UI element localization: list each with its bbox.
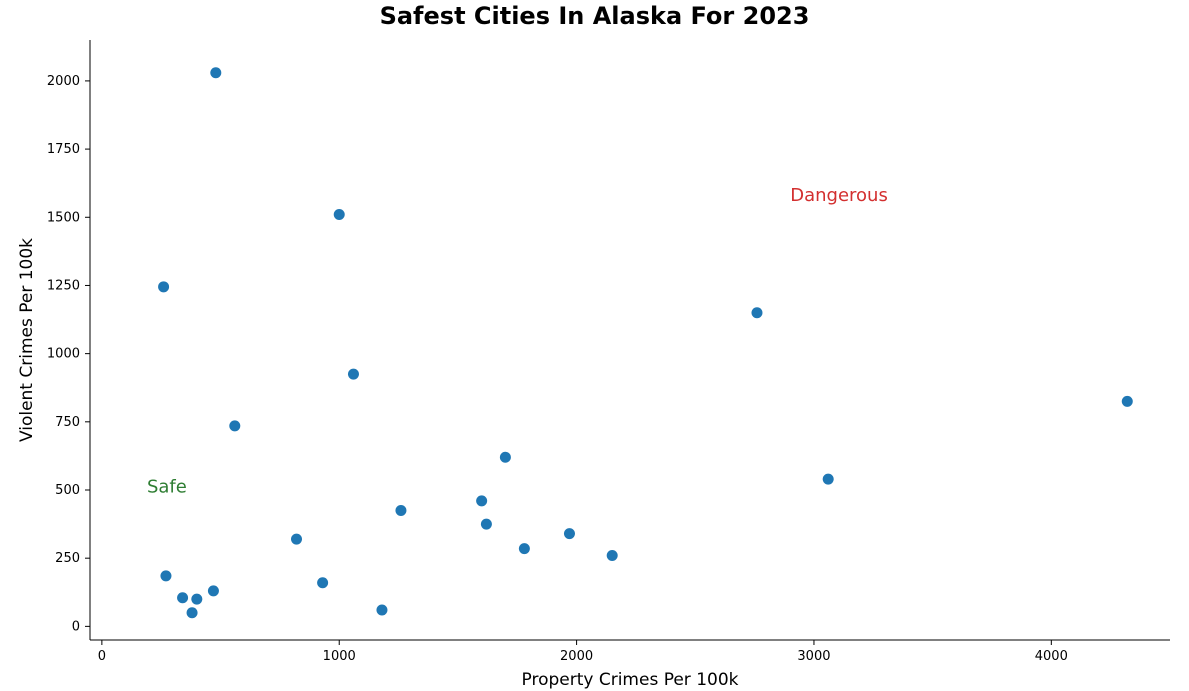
y-tick-label: 0 xyxy=(72,619,80,634)
y-tick-label: 750 xyxy=(55,415,80,430)
data-point xyxy=(191,594,202,605)
y-tick-label: 1750 xyxy=(47,142,80,157)
data-point xyxy=(376,605,387,616)
data-point xyxy=(160,570,171,581)
x-tick-label: 4000 xyxy=(1035,649,1068,664)
x-tick-label: 1000 xyxy=(323,649,356,664)
data-point xyxy=(395,505,406,516)
y-tick-label: 1250 xyxy=(47,278,80,293)
y-tick-label: 250 xyxy=(55,551,80,566)
y-tick-label: 500 xyxy=(55,483,80,498)
data-point xyxy=(187,607,198,618)
data-point xyxy=(564,528,575,539)
data-point xyxy=(751,307,762,318)
data-point xyxy=(177,592,188,603)
data-point xyxy=(823,474,834,485)
data-point xyxy=(1122,396,1133,407)
scatter-plot-svg: 0 1000 2000 3000 4000 0 250 500 750 1000 1250 1500 1… xyxy=(0,0,1189,691)
x-tick-label: 2000 xyxy=(560,649,593,664)
data-point xyxy=(208,585,219,596)
data-point xyxy=(519,543,530,554)
data-point xyxy=(500,452,511,463)
y-axis-label: Violent Crimes Per 100k xyxy=(17,238,37,442)
annotation-text: Safe xyxy=(147,477,187,498)
data-point xyxy=(607,550,618,561)
data-point xyxy=(291,534,302,545)
y-tick-label: 1000 xyxy=(47,347,80,362)
data-point xyxy=(334,209,345,220)
data-point xyxy=(158,281,169,292)
data-point xyxy=(476,495,487,506)
x-axis-label: Property Crimes Per 100k xyxy=(522,670,739,690)
y-tick-label: 1500 xyxy=(47,210,80,225)
data-point xyxy=(481,519,492,530)
annotation-text: Dangerous xyxy=(790,185,888,206)
x-tick-label: 0 xyxy=(98,649,106,664)
chart-container: Safest Cities In Alaska For 2023 0100020… xyxy=(0,0,1189,691)
x-tick-label: 3000 xyxy=(797,649,830,664)
y-tick-label: 2000 xyxy=(47,74,80,89)
data-point xyxy=(229,420,240,431)
data-point xyxy=(317,577,328,588)
data-point xyxy=(210,67,221,78)
data-point xyxy=(348,369,359,380)
